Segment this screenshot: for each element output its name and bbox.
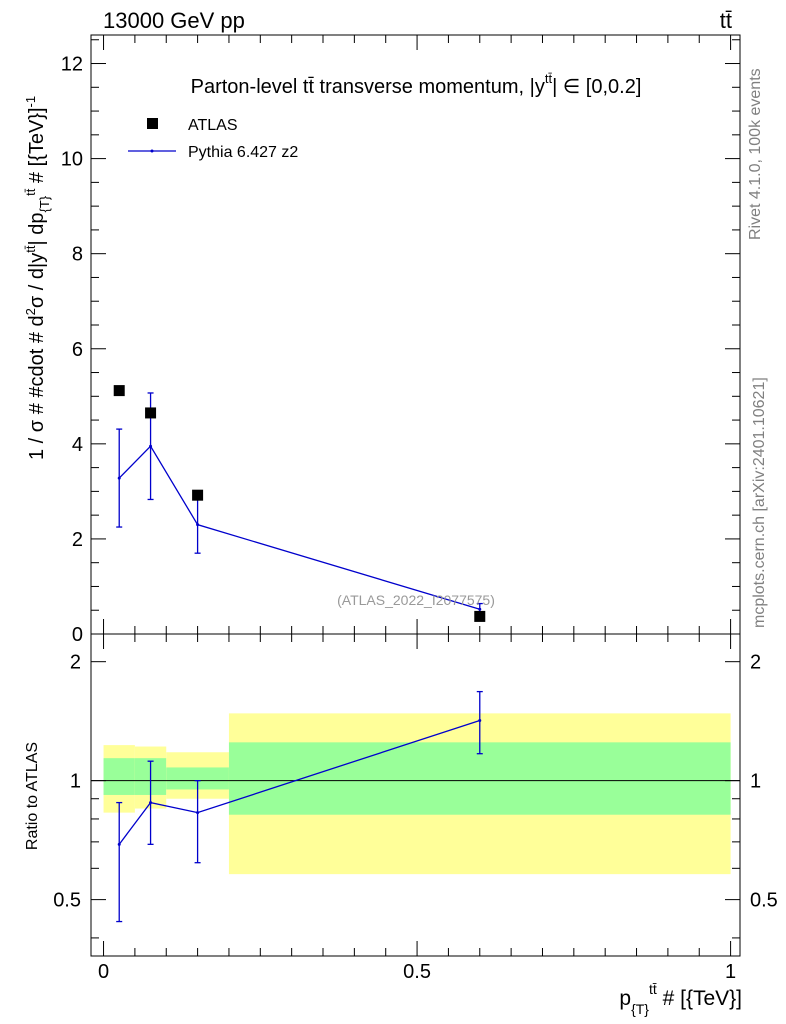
ratio-y-tick-label-right: 2 (750, 652, 761, 674)
header-energy: 13000 GeV pp (103, 8, 245, 33)
pythia-point (196, 523, 200, 527)
legend-pythia-label: Pythia 6.427 z2 (188, 144, 298, 161)
main-data (113, 385, 486, 622)
pythia-point (478, 607, 482, 611)
ratio-y-tick-label-right: 1 (750, 771, 761, 793)
ratio-point (149, 801, 153, 805)
ratio-point (196, 811, 200, 815)
main-ticks: 0 2 4 6 8 10 12 (61, 35, 740, 646)
main-panel: 0 2 4 6 8 10 12 Parton-level tt̄ transverse mo… (23, 34, 741, 646)
atlas-point (474, 610, 486, 622)
ratio-inner-band (166, 767, 229, 790)
ratio-data (116, 690, 483, 923)
ratio-y-tick-label: 1 (70, 771, 81, 793)
ratio-inner-band (228, 742, 731, 815)
main-y-axis-label: 1 / σ # #cdot # d2σ / d|ytt̄| dp{T}tt̄ #… (23, 96, 52, 460)
ratio-pythia-line (118, 719, 480, 845)
ratio-frame (90, 633, 741, 957)
header-process: tt̄ (720, 8, 732, 33)
pythia-line (118, 445, 480, 610)
ratio-inner-band (103, 758, 135, 795)
chart-title: Parton-level tt̄ transverse momentum, |y… (191, 71, 642, 98)
atlas-point (192, 489, 204, 501)
x-tick-label: 0.5 (403, 961, 431, 983)
legend-atlas-label: ATLAS (188, 117, 238, 134)
mcplots-label: mcplots.cern.ch [arXiv:2401.10621] (751, 377, 768, 628)
ratio-y-tick-label: 0.5 (53, 890, 81, 912)
legend-pythia-marker (150, 149, 154, 153)
atlas-point (113, 385, 125, 397)
ratio-panel: 0 0.5 1 0.5 0.5 1 1 2 2 Ratio to ATLAS (24, 633, 778, 983)
x-tick-label: 0 (98, 961, 109, 983)
ratio-point (117, 842, 121, 846)
legend-atlas-marker (147, 118, 158, 129)
legend: ATLAS Pythia 6.427 z2 (128, 117, 298, 161)
atlas-point (145, 407, 157, 419)
main-y-tick-label: 2 (72, 529, 83, 551)
main-y-tick-label: 10 (61, 149, 83, 171)
main-y-tick-label: 6 (72, 339, 83, 361)
main-y-tick-label: 12 (61, 54, 83, 76)
pythia-point (149, 444, 153, 448)
main-y-tick-label: 0 (72, 624, 83, 646)
main-y-tick-label: 8 (72, 244, 83, 266)
ratio-y-axis-label: Ratio to ATLAS (24, 742, 41, 850)
main-y-tick-label: 4 (72, 434, 83, 456)
x-axis-label: p{T}tt̄ # [{TeV}] (619, 981, 742, 1017)
rivet-label: Rivet 4.1.0, 100k events (747, 68, 764, 240)
x-tick-label: 1 (725, 961, 736, 983)
analysis-watermark: (ATLAS_2022_I2077575) (337, 592, 495, 608)
ratio-point (478, 718, 482, 722)
ratio-y-tick-label: 2 (70, 652, 81, 674)
pythia-point (117, 476, 121, 480)
ratio-y-tick-label-right: 0.5 (750, 890, 778, 912)
